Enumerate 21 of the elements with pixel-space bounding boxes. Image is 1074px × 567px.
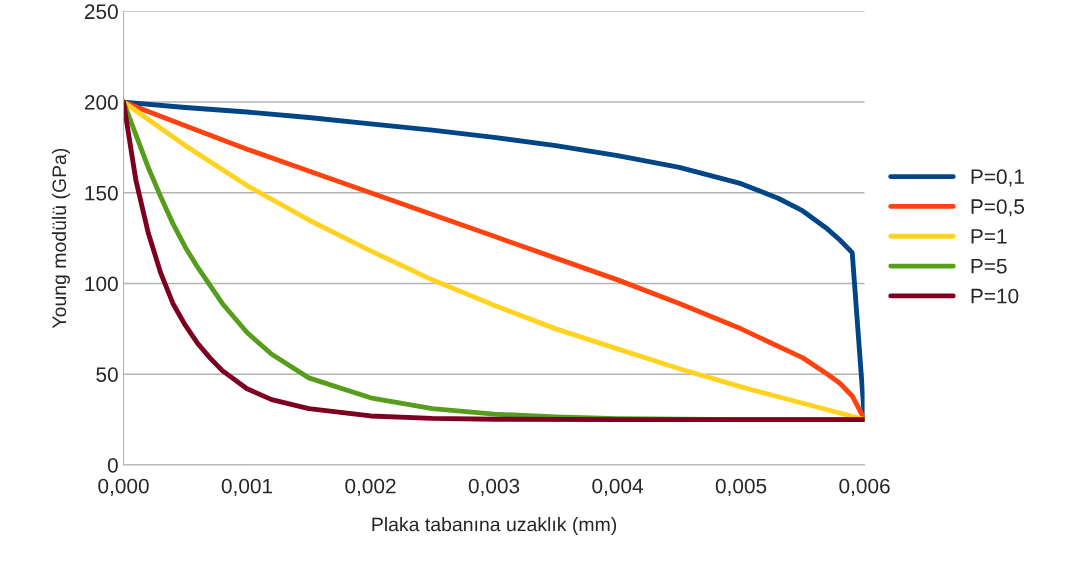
y-axis-title: Young modülü (GPa) bbox=[51, 148, 70, 329]
x-tick-label: 0,005 bbox=[715, 478, 767, 496]
x-tick-label: 0,000 bbox=[98, 478, 149, 496]
x-tick-label: 0,006 bbox=[839, 478, 890, 496]
legend-label: P=1 bbox=[971, 229, 1007, 244]
y-tick-label: 200 bbox=[84, 95, 118, 110]
legend-label: P=5 bbox=[971, 259, 1007, 274]
x-tick-label: 0,004 bbox=[592, 478, 644, 496]
y-tick-label: 250 bbox=[84, 4, 118, 20]
y-tick-label: 100 bbox=[85, 276, 118, 292]
legend-label: P=0,1 bbox=[971, 169, 1024, 187]
x-tick-label: 0,003 bbox=[468, 478, 520, 496]
legend-label: P=0,5 bbox=[971, 199, 1025, 217]
x-tick-label: 0,002 bbox=[345, 478, 396, 496]
y-tick-label: 0 bbox=[107, 457, 118, 473]
legend-label: P=10 bbox=[971, 288, 1019, 304]
y-tick-label: 150 bbox=[85, 185, 118, 201]
x-tick-label: 0,001 bbox=[221, 478, 273, 496]
y-tick-label: 50 bbox=[96, 367, 118, 382]
x-axis-title: Plaka tabanına uzaklık (mm) bbox=[372, 517, 617, 536]
line-series bbox=[123, 99, 865, 423]
